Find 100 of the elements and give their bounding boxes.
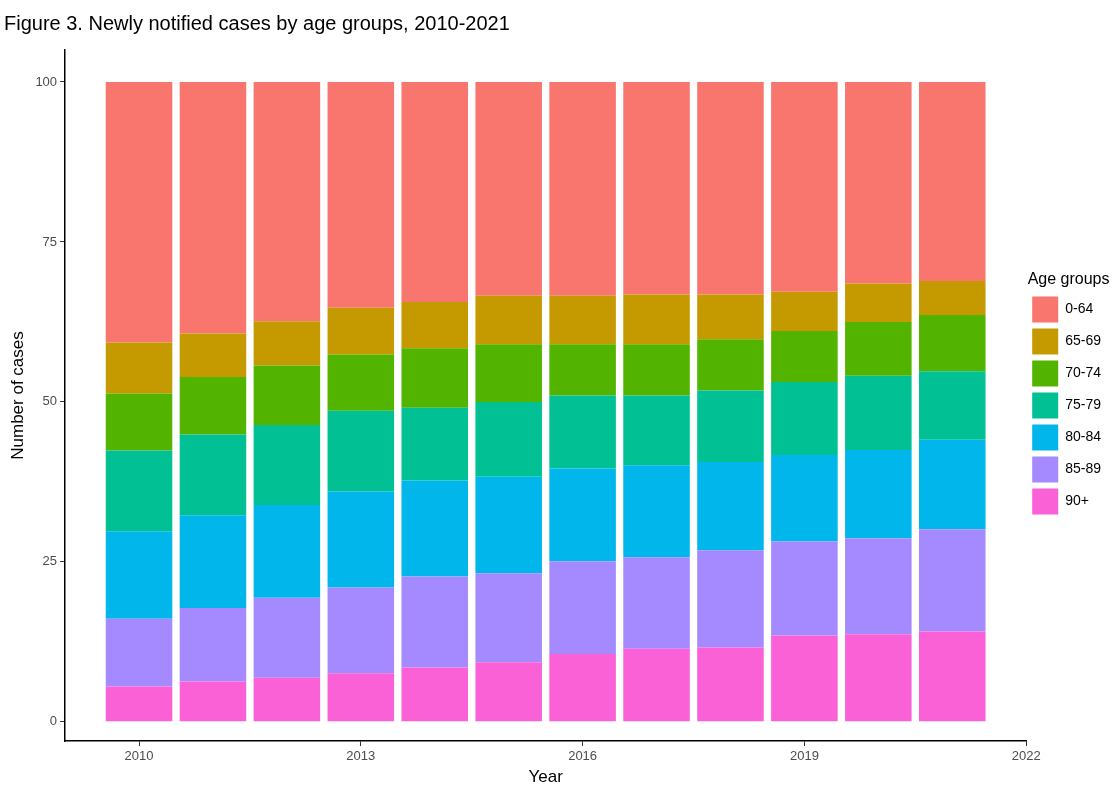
bar xyxy=(918,81,986,281)
bar xyxy=(105,342,173,394)
bar xyxy=(771,541,838,636)
bar xyxy=(475,401,542,477)
bar xyxy=(623,465,690,558)
legend-label: 75-79 xyxy=(1065,396,1102,413)
bar xyxy=(771,330,838,383)
bar xyxy=(253,424,321,505)
y-tick-label: 75 xyxy=(42,233,58,249)
bar xyxy=(918,280,986,315)
bar xyxy=(179,681,247,722)
bar xyxy=(845,449,912,539)
y-tick-label: 0 xyxy=(49,713,58,729)
bar xyxy=(401,667,469,722)
bar xyxy=(697,462,764,551)
bar xyxy=(549,395,616,469)
y-tick-label: 100 xyxy=(35,73,58,89)
bar xyxy=(179,376,247,435)
bar xyxy=(771,81,838,292)
legend-label: 0-64 xyxy=(1065,300,1094,317)
bar xyxy=(475,344,542,402)
legend-title: Age groups xyxy=(1027,269,1110,287)
bar xyxy=(105,618,173,687)
bar xyxy=(697,294,764,340)
bar xyxy=(697,390,764,463)
chart-title: Figure 3. Newly notified cases by age groups, 2010-2021 xyxy=(4,11,510,34)
y-axis-title: Number of cases xyxy=(7,331,27,460)
bar xyxy=(918,529,986,632)
y-tick-label: 25 xyxy=(42,553,58,569)
bar xyxy=(623,648,690,722)
bar xyxy=(401,407,469,481)
bar xyxy=(401,302,469,349)
bar xyxy=(549,468,616,562)
y-tick-label: 50 xyxy=(42,393,58,409)
bar xyxy=(475,662,542,722)
bar xyxy=(105,450,173,532)
bar xyxy=(179,81,247,334)
bar xyxy=(918,631,986,722)
bar xyxy=(253,597,321,678)
bar xyxy=(327,81,395,308)
bar xyxy=(845,81,912,284)
bar xyxy=(105,531,173,619)
bar xyxy=(179,333,247,377)
bar xyxy=(549,561,616,654)
bar xyxy=(549,295,616,345)
bar xyxy=(475,81,542,296)
x-tick-label: 2010 xyxy=(124,748,154,764)
x-axis-title: Year xyxy=(528,767,564,787)
x-tick-label: 2013 xyxy=(346,748,376,764)
bar xyxy=(327,307,395,355)
bar xyxy=(771,291,838,331)
bar xyxy=(918,371,986,440)
bar xyxy=(401,348,469,408)
bar xyxy=(845,634,912,722)
bar xyxy=(105,81,173,343)
bar xyxy=(475,476,542,574)
bar xyxy=(475,573,542,663)
bar xyxy=(179,434,247,516)
bar xyxy=(697,647,764,722)
bar xyxy=(845,321,912,376)
x-tick-label: 2016 xyxy=(568,748,598,764)
bar xyxy=(845,283,912,322)
bar xyxy=(401,480,469,577)
bar xyxy=(697,81,764,295)
bar xyxy=(253,677,321,722)
legend-label: 70-74 xyxy=(1065,364,1102,381)
bar xyxy=(401,576,469,668)
x-tick-label: 2019 xyxy=(789,748,819,764)
bar xyxy=(327,410,395,492)
bar xyxy=(253,81,321,322)
bar xyxy=(327,587,395,674)
bar xyxy=(253,504,321,598)
bar xyxy=(327,491,395,588)
legend-label: 90+ xyxy=(1065,492,1089,509)
bar xyxy=(549,653,616,722)
bar xyxy=(401,81,469,303)
bar xyxy=(771,382,838,455)
bar xyxy=(623,294,690,345)
bar xyxy=(253,321,321,366)
bar xyxy=(253,365,321,425)
x-tick-label: 2022 xyxy=(1011,748,1041,764)
bar xyxy=(623,395,690,466)
bar xyxy=(549,81,616,296)
legend-label: 65-69 xyxy=(1065,332,1102,349)
bar xyxy=(179,515,247,608)
bar xyxy=(623,557,690,649)
bar xyxy=(697,339,764,391)
bar xyxy=(845,375,912,450)
bar xyxy=(327,673,395,722)
bar xyxy=(918,314,986,372)
bar xyxy=(549,344,616,396)
bar xyxy=(623,81,690,295)
bar xyxy=(105,393,173,451)
bar xyxy=(771,455,838,542)
bar xyxy=(327,354,395,411)
legend-label: 85-89 xyxy=(1065,460,1102,477)
bar xyxy=(918,439,986,530)
legend-label: 80-84 xyxy=(1065,428,1102,445)
bar xyxy=(697,550,764,648)
bar xyxy=(105,686,173,722)
